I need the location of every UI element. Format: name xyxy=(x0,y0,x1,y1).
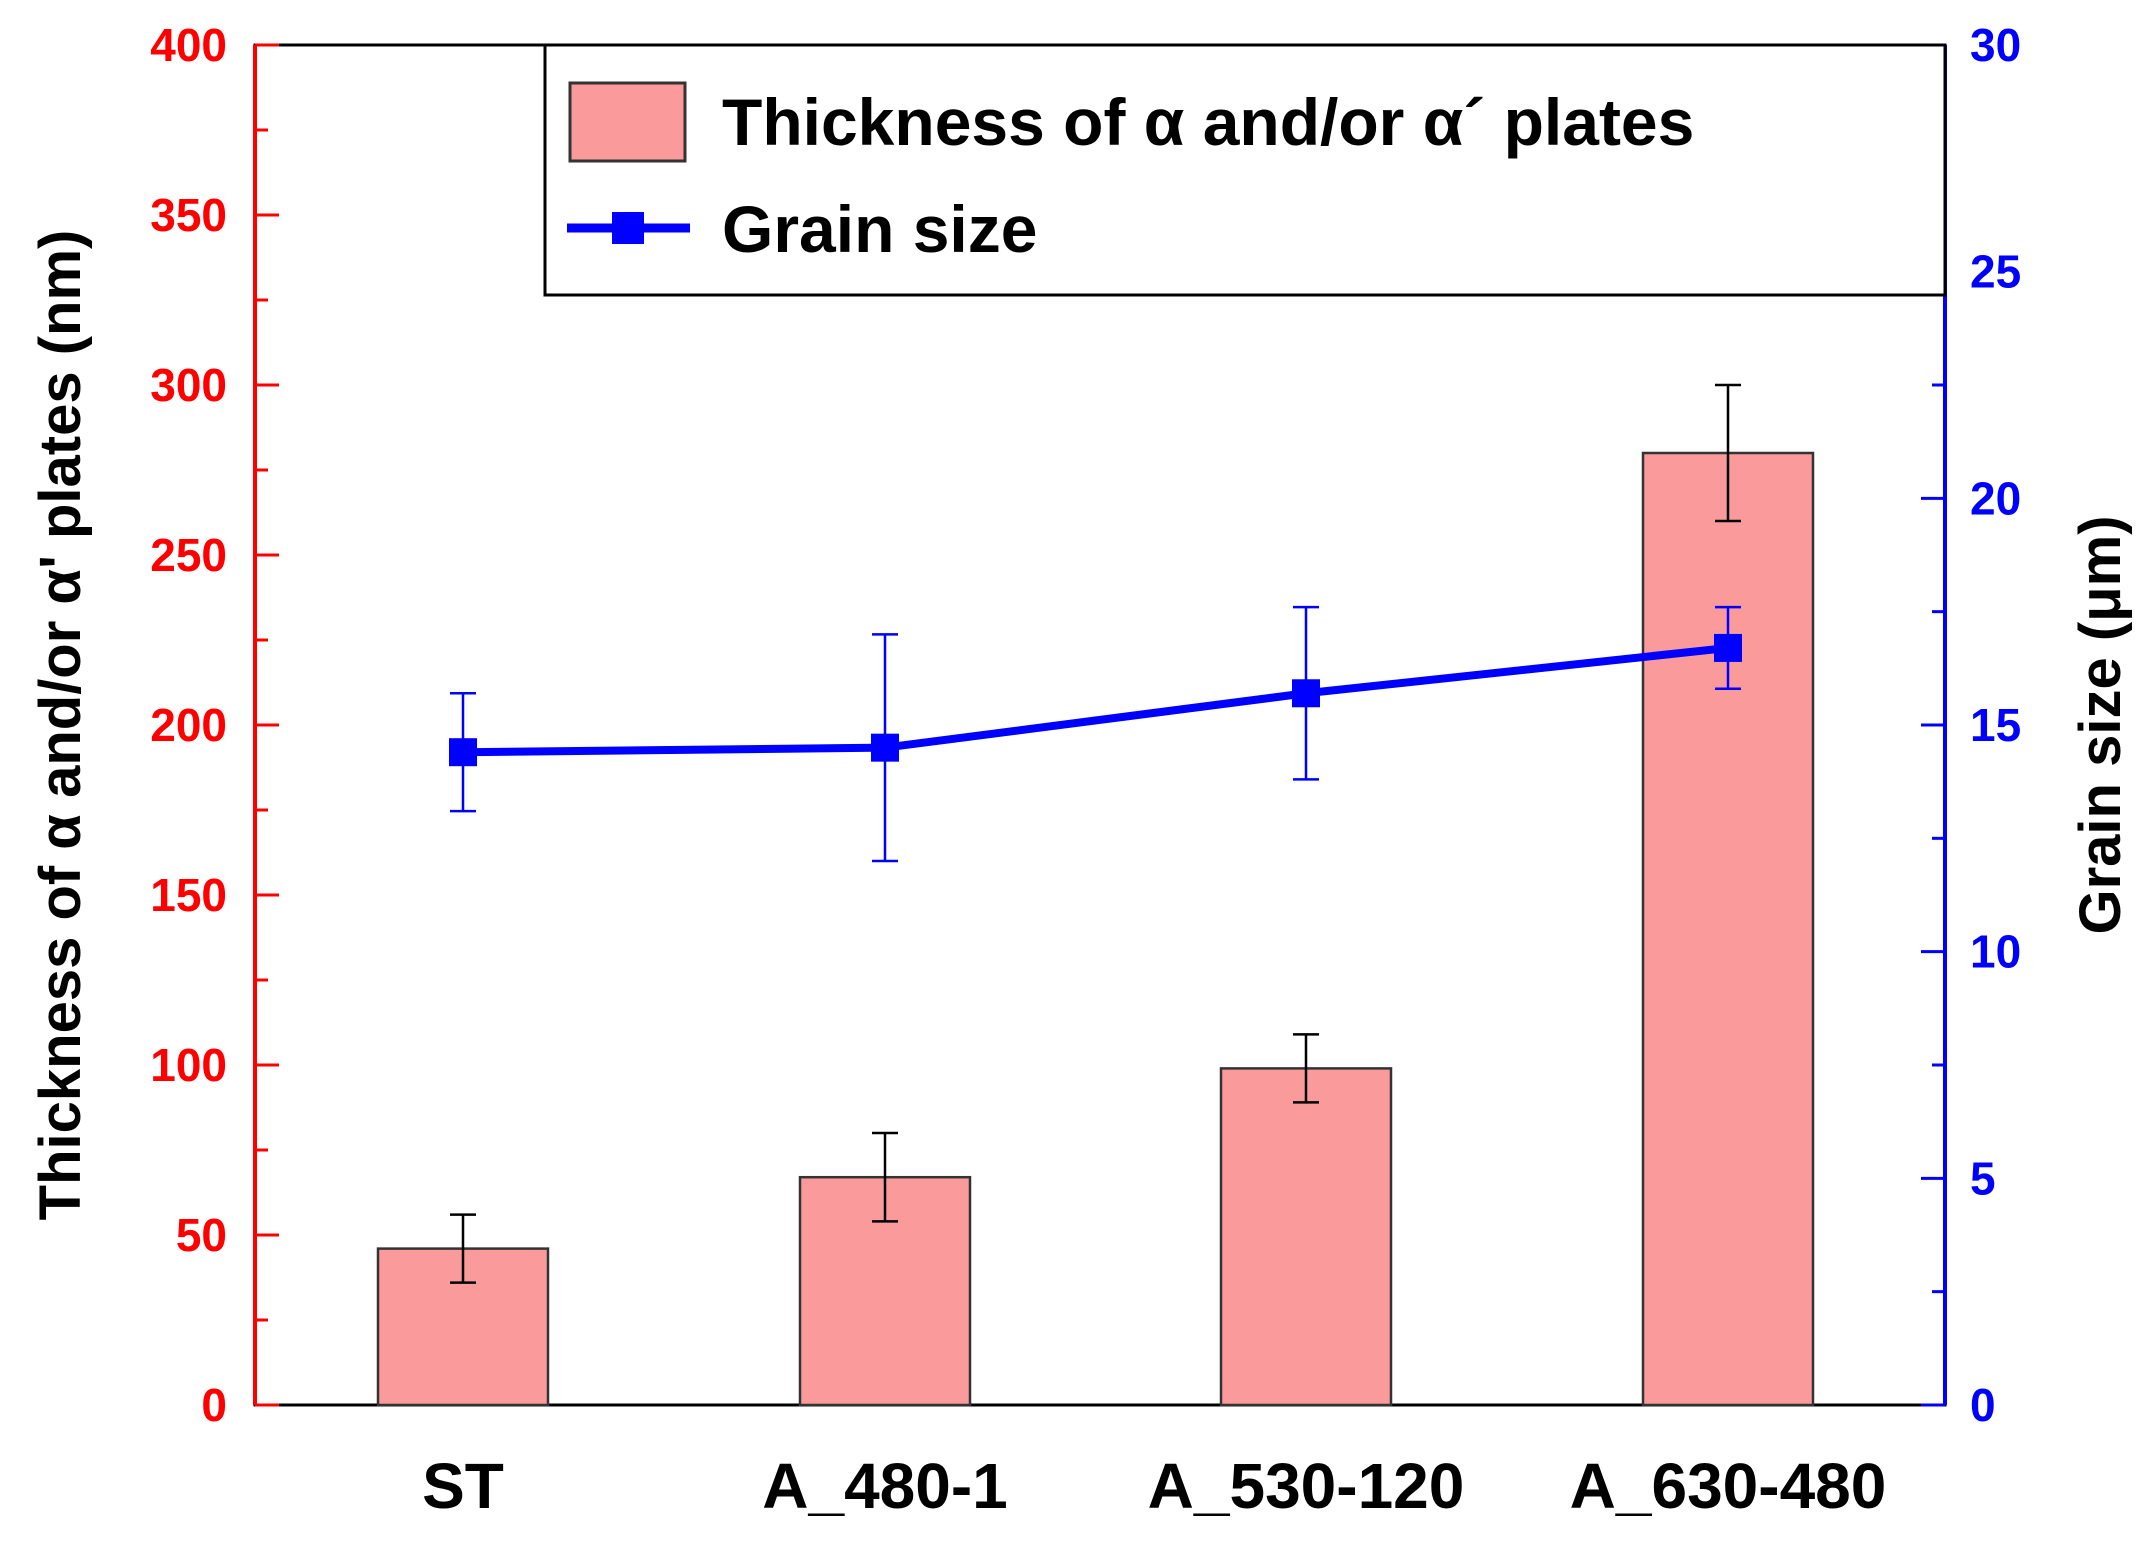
right-tick-label: 20 xyxy=(1970,472,2021,524)
left-tick-label: 0 xyxy=(201,1379,227,1431)
x-tick-label: ST xyxy=(422,1450,504,1522)
legend-line-marker xyxy=(612,212,644,244)
grain-size-marker xyxy=(449,738,477,767)
grain-size-marker xyxy=(871,733,899,762)
grain-size-marker xyxy=(1292,679,1320,708)
grain-size-series xyxy=(449,605,1742,863)
x-tick-label: A_630-480 xyxy=(1570,1450,1887,1522)
right-tick-label: 15 xyxy=(1970,699,2021,751)
left-tick-label: 250 xyxy=(150,529,227,581)
legend-bar-swatch xyxy=(568,81,687,163)
right-tick-label: 0 xyxy=(1970,1379,1996,1431)
left-tick-label: 200 xyxy=(150,699,227,751)
legend-bar-label: Thickness of α and/or α´ plates xyxy=(722,85,1694,159)
legend-line-label: Grain size xyxy=(722,192,1037,266)
left-tick-label: 300 xyxy=(150,359,227,411)
x-tick-label: A_530-120 xyxy=(1148,1450,1465,1522)
grain-size-marker xyxy=(1714,633,1742,662)
bar xyxy=(1641,451,1815,1407)
left-tick-label: 150 xyxy=(150,869,227,921)
left-axis-title: Thickness of α and/or α' plates (nm) xyxy=(28,230,93,1221)
left-tick-label: 100 xyxy=(150,1039,227,1091)
legend: Thickness of α and/or α´ plates Grain si… xyxy=(543,43,1947,297)
x-axis-labels: ST A_480-1 A_530-120 A_630-480 xyxy=(422,1450,1886,1522)
legend-box xyxy=(543,43,1947,297)
grain-size-line xyxy=(462,643,1729,757)
right-axis-title: Grain size (μm) xyxy=(2068,515,2133,934)
x-tick-label: A_480-1 xyxy=(762,1450,1008,1522)
left-axis-ticks: 0 50 100 150 200 250 300 350 400 xyxy=(150,19,279,1431)
right-tick-label: 5 xyxy=(1970,1152,1996,1204)
left-tick-label: 350 xyxy=(150,189,227,241)
right-tick-label: 25 xyxy=(1970,246,2021,298)
bar xyxy=(1219,1067,1393,1407)
left-tick-label: 400 xyxy=(150,19,227,71)
right-axis-ticks: 0 5 10 15 20 25 30 xyxy=(1921,19,2021,1431)
right-tick-label: 10 xyxy=(1970,926,2021,978)
bar-series xyxy=(376,383,1815,1407)
left-tick-label: 50 xyxy=(176,1209,227,1261)
right-tick-label: 30 xyxy=(1970,19,2021,71)
